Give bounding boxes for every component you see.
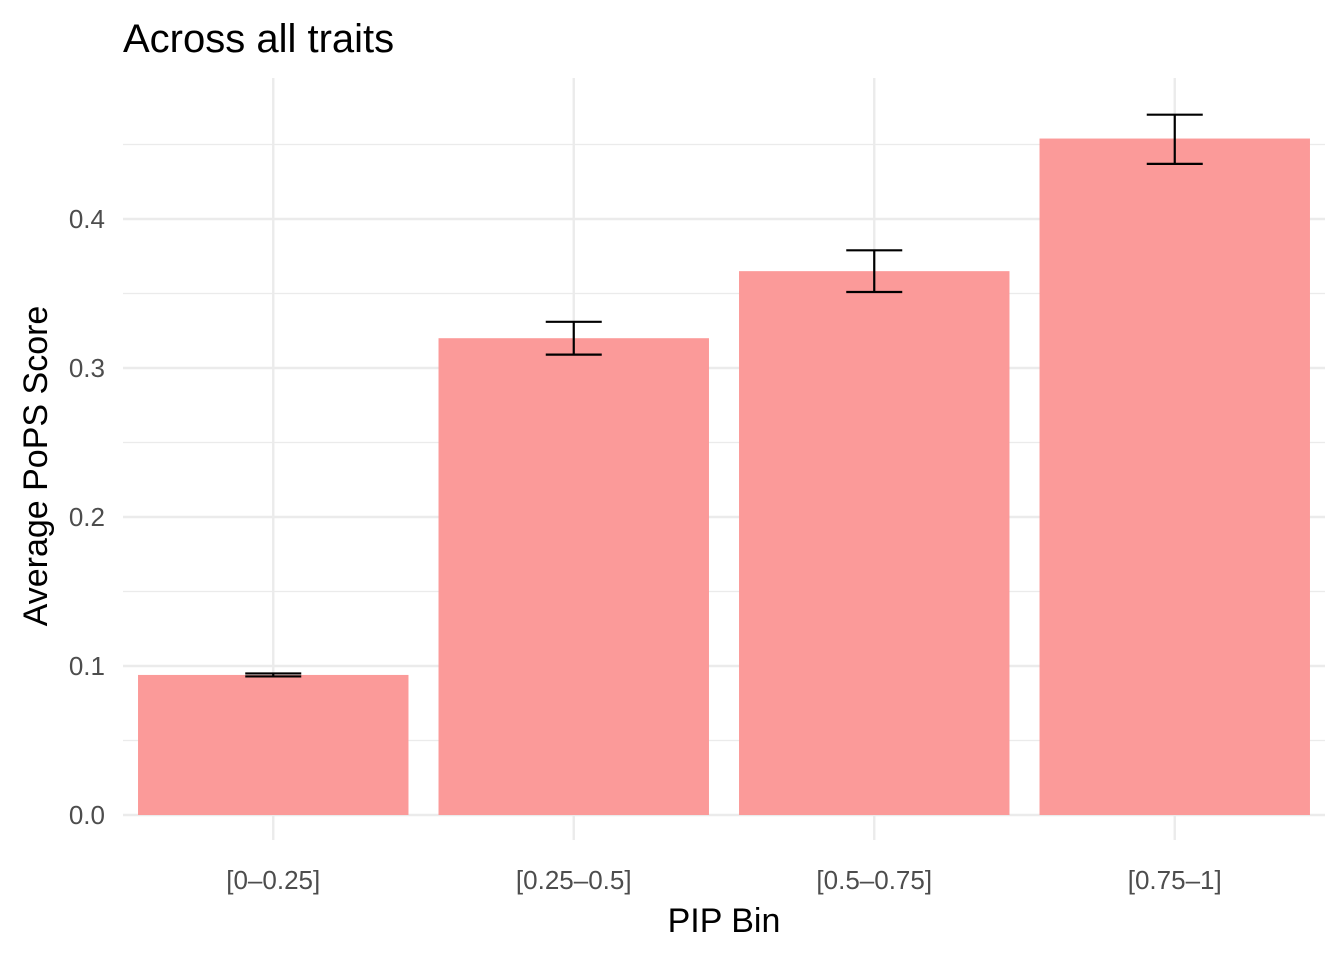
bar-3 xyxy=(739,271,1010,815)
x-tick-label: [0.25–0.5] xyxy=(516,865,632,895)
y-tick-label: 0.2 xyxy=(69,502,105,532)
y-tick-label: 0.1 xyxy=(69,651,105,681)
x-tick-label: [0.5–0.75] xyxy=(816,865,932,895)
y-tick-labels: 0.0 0.1 0.2 0.3 0.4 xyxy=(69,204,105,830)
x-tick-labels: [0–0.25] [0.25–0.5] [0.5–0.75] [0.75–1] xyxy=(226,865,1221,895)
y-axis-label: Average PoPS Score xyxy=(17,306,55,627)
error-bar-3 xyxy=(846,249,903,294)
error-bar-1 xyxy=(245,672,302,678)
error-bars xyxy=(245,113,1203,678)
bar-1 xyxy=(138,674,409,815)
bar-4 xyxy=(1039,138,1310,816)
y-tick-label: 0.4 xyxy=(69,204,105,234)
error-bar-2 xyxy=(545,320,602,356)
x-tick-label: [0.75–1] xyxy=(1128,865,1222,895)
error-bar-4 xyxy=(1146,113,1203,165)
y-tick-label: 0.0 xyxy=(69,800,105,830)
y-tick-label: 0.3 xyxy=(69,353,105,383)
x-axis-label: PIP Bin xyxy=(668,902,781,940)
bar-2 xyxy=(438,338,709,815)
chart-title: Across all traits xyxy=(123,17,394,61)
x-tick-label: [0–0.25] xyxy=(226,865,320,895)
bars xyxy=(138,138,1310,816)
